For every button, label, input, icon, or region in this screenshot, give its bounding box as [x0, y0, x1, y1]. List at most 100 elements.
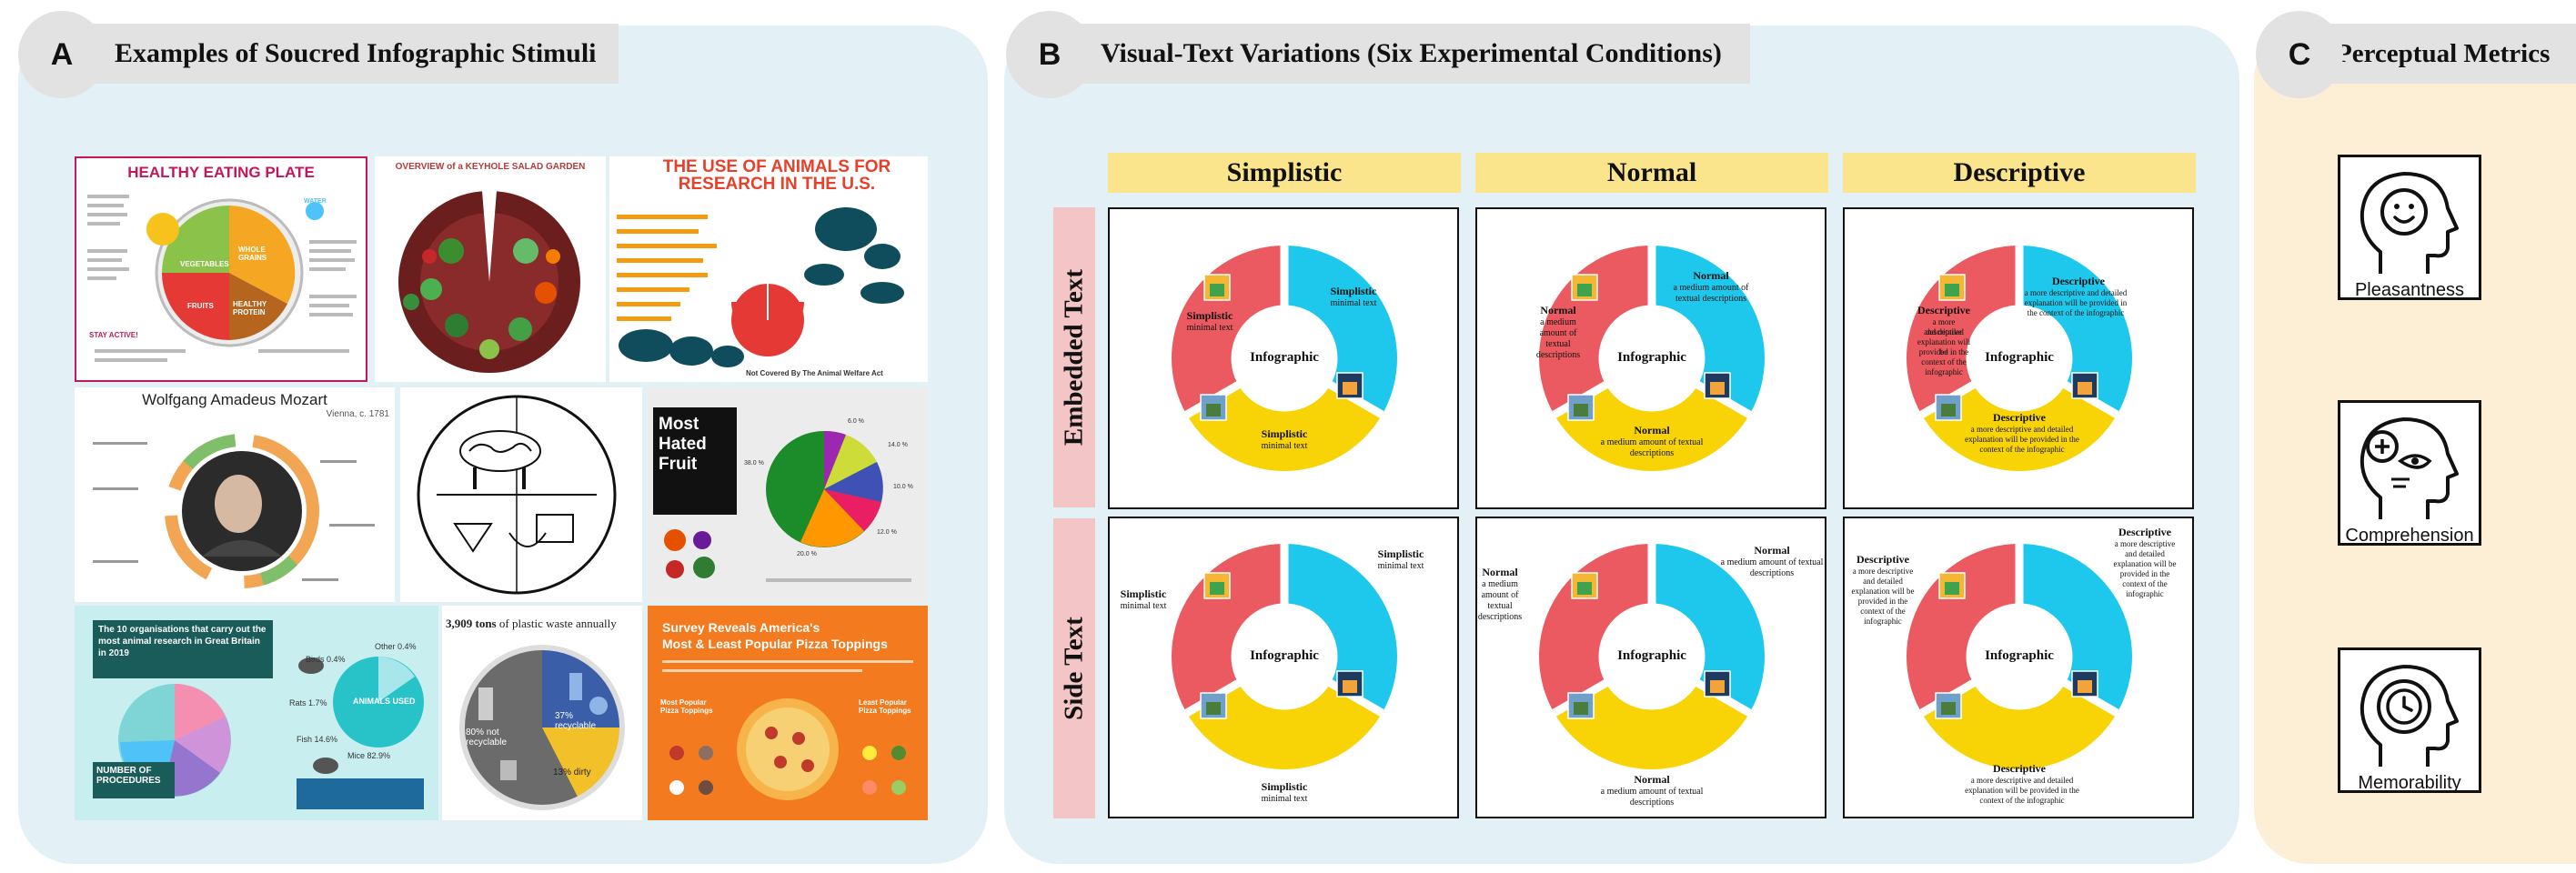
fruit-pie-chart [664, 430, 911, 582]
smiling-head-icon [2360, 172, 2459, 274]
orgs-mice: Mice 82.9% [347, 751, 391, 760]
side-simplistic-body-right: minimal text [1377, 561, 1424, 571]
column-header-simplistic: Simplistic [1108, 153, 1461, 193]
center-label-embedded-simplistic: Infographic [1250, 350, 1319, 365]
pizza-most-label: Most Popular Pizza Toppings [660, 698, 713, 715]
orgs-procedures-label: NUMBER OF PROCEDURES [96, 766, 161, 786]
embedded-desc-head-cyan: Descriptive [2052, 275, 2105, 287]
eating-fruits-label: FRUITS [187, 302, 214, 310]
side-desc-right-n2: and detailed [2125, 549, 2165, 558]
panel-c-letter: C [2288, 37, 2311, 72]
embedded-normal-head-cyan: Normal [1693, 269, 1729, 282]
side-desc-right-n4: provided in the [2119, 569, 2170, 578]
plastic-title: 3,909 tons of plastic waste annually [446, 617, 617, 631]
pleasantness-icon-box [2338, 155, 2481, 300]
fruit-label-3: 10.0 % [893, 484, 913, 490]
embedded-normal-n2: amount of [1539, 328, 1577, 338]
side-normal-n2: amount of [1481, 590, 1519, 600]
row-header-side-text: Side Text [1059, 617, 1089, 720]
embedded-simplistic-body-red: minimal text [1186, 323, 1233, 333]
panel-a-header-bar [64, 24, 619, 84]
embedded-simplistic-body-yellow: minimal text [1261, 441, 1308, 451]
side-simplistic-head-right: Simplistic [1377, 547, 1424, 560]
side-desc-left-n6: infographic [1864, 617, 1902, 626]
cow-sketch-graphic [417, 395, 617, 595]
side-desc-head-left: Descriptive [1857, 553, 1909, 566]
animals-title: THE USE OF ANIMALS FOR RESEARCH IN THE U… [662, 157, 891, 194]
embedded-normal-head-yellow: Normal [1634, 424, 1670, 436]
side-normal-head-left: Normal [1482, 566, 1518, 578]
metric-pleasantness-label: Pleasantness [2354, 280, 2465, 300]
center-label-embedded-descriptive: Infographic [1985, 350, 2054, 365]
side-desc-head-right: Descriptive [2118, 526, 2171, 538]
thumb-salad-garden: OVERVIEW of a KEYHOLE SALAD GARDEN [375, 156, 606, 382]
plastic-title-number: 3,909 tons [446, 617, 497, 630]
mozart-graphic [93, 434, 375, 588]
side-normal-n4: descriptions [1477, 612, 1523, 622]
embedded-normal-n1: a medium [1540, 317, 1576, 327]
embedded-desc-red-n2: and detailed [1924, 327, 1964, 336]
thinking-head-icon [2360, 417, 2459, 519]
eating-stay-active: STAY ACTIVE! [89, 331, 138, 339]
panel-c-title: Perceptual Metrics [2336, 39, 2551, 68]
panel-b-letter: B [1038, 37, 1062, 72]
side-desc-left-n4: provided in the [1857, 597, 1908, 606]
panel-c-letter-circle [2256, 11, 2343, 98]
eating-veg-label: VEGETABLES [180, 260, 229, 268]
side-desc-left-n3: explanation will be [1851, 587, 1915, 596]
fruit-label-1: 6.0 % [848, 418, 864, 425]
thumb-organisations: The 10 organisations that carry out the … [75, 606, 438, 820]
thumb-healthy-eating-plate: HEALTHY EATING PLATE VEGETABLES WHOLE GR… [75, 156, 367, 382]
side-desc-body-bottom: a more descriptive and detailed explanat… [1965, 776, 2079, 805]
embedded-simplistic-head-cyan: Simplistic [1330, 285, 1377, 297]
side-desc-right-n5: context of the [2122, 579, 2168, 588]
orgs-rats: Rats 1.7% [289, 698, 327, 707]
orgs-fish: Fish 14.6% [297, 735, 338, 744]
embedded-simplistic-head-red: Simplistic [1186, 309, 1233, 322]
panel-b-title: Visual-Text Variations (Six Experimental… [1101, 38, 1722, 68]
pizza-title-1: Survey Reveals America's [662, 620, 820, 635]
embedded-desc-body-yellow: a more descriptive and detailed explanat… [1965, 425, 2079, 454]
fruit-title-3: Fruit [659, 455, 698, 474]
orgs-pie-charts [118, 657, 424, 809]
thumb-plastic-waste: 3,909 tons of plastic waste annually 80%… [442, 606, 642, 820]
column-header-normal: Normal [1475, 153, 1828, 193]
embedded-normal-body-cyan: a medium amount of textual descriptions [1673, 283, 1749, 304]
side-normal-n1: a medium [1482, 579, 1518, 589]
salad-garden-graphic [398, 191, 580, 373]
fruit-label-6: 38.0 % [744, 460, 764, 467]
side-normal-n3: textual [1487, 601, 1513, 611]
side-simplistic-body-left: minimal text [1120, 601, 1167, 611]
side-desc-left-n1: a more descriptive [1852, 567, 1914, 576]
panel-a-title: Examples of Soucred Infographic Stimuli [115, 38, 597, 68]
pizza-title-2: Most & Least Popular Pizza Toppings [662, 637, 888, 651]
embedded-normal-n3: textual [1545, 339, 1571, 349]
eating-grains-label: WHOLE GRAINS [238, 246, 267, 262]
plastic-graphic [459, 645, 625, 810]
panel-a-letter-circle [18, 11, 106, 98]
center-label-side-simplistic: Infographic [1250, 648, 1319, 663]
panel-c-header-bar [2301, 24, 2576, 84]
center-label-side-normal: Infographic [1617, 648, 1686, 663]
eating-plate-graphic [87, 195, 357, 362]
fruit-title-2: Hated [659, 435, 707, 454]
panel-b-header-bar [1048, 24, 1750, 84]
eating-water-label: WATER [304, 198, 327, 205]
thumb-cow-sketch [400, 387, 642, 602]
orgs-procedures-box [93, 762, 175, 798]
salad-title: OVERVIEW of a KEYHOLE SALAD GARDEN [395, 162, 586, 172]
row-header-embedded-text: Embedded Text [1059, 268, 1089, 447]
fruit-title-box [653, 407, 737, 515]
row-header-embedded-bar [1053, 207, 1095, 507]
plastic-label-a: 80% not recyclable [466, 728, 508, 748]
center-label-side-descriptive: Infographic [1985, 648, 2054, 663]
embedded-desc-red-n4: provided in the [1918, 347, 1969, 356]
embedded-desc-red-n3: explanation will be [1917, 337, 1971, 356]
metric-memorability-label: Memorability [2358, 773, 2461, 793]
side-desc-left-n5: context of the [1860, 607, 1906, 616]
embedded-desc-body-cyan: a more descriptive and detailed explanat… [2024, 288, 2128, 317]
plastic-label-c: 13% dirty [553, 768, 591, 778]
thumb-eating-title: HEALTHY EATING PLATE [127, 164, 315, 181]
embedded-simplistic-body-cyan: minimal text [1330, 298, 1377, 308]
side-normal-head-bottom: Normal [1634, 773, 1670, 786]
